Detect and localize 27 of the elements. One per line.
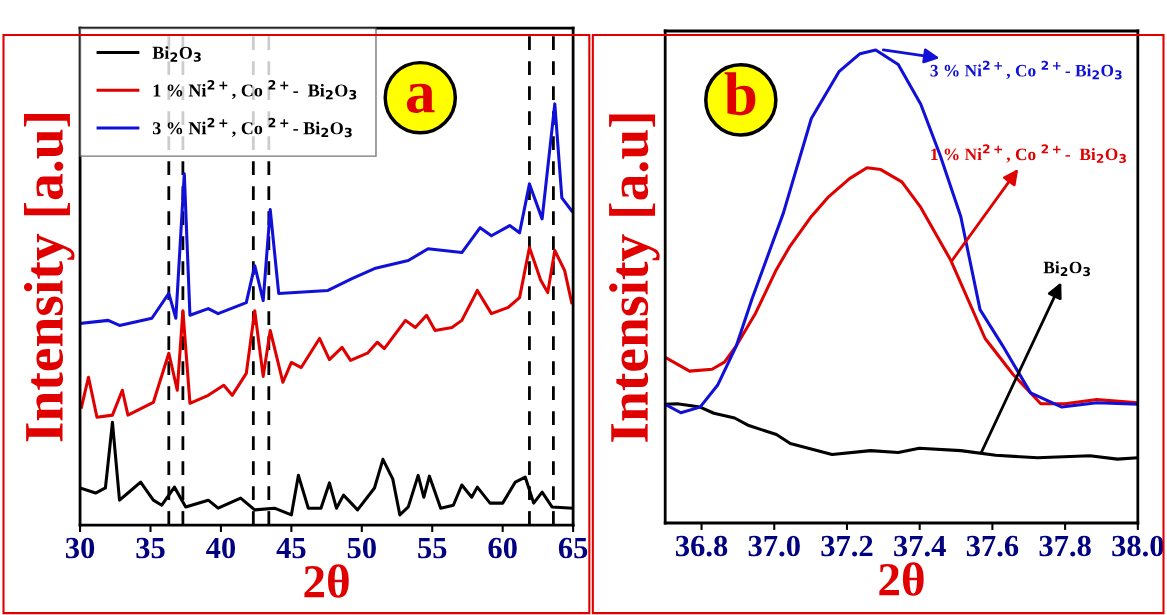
- x-tick-label: 50: [347, 537, 376, 559]
- x-tick-label: 60: [488, 537, 517, 559]
- annotation: 3 % Ni$^{2+}$, Co $^{2+}$- Bi$_{2}$O$_{3}$: [930, 60, 1122, 80]
- x-tick-label: 65: [558, 537, 588, 559]
- x-tick-label: 30: [65, 537, 95, 559]
- x-tick-label: 37.4: [894, 535, 946, 557]
- y-axis-title: Intensity [a.u]: [23, 114, 75, 442]
- x-tick-label: 38.0: [1112, 535, 1164, 557]
- x-tick-label: 36.8: [675, 535, 728, 557]
- annotation: 1 % Ni$^{2+}$, Co $^{2+}$- Bi$_{2}$O$_{3}$: [931, 144, 1126, 164]
- x-tick-label: 37.8: [1039, 535, 1091, 557]
- legend-label: Bi$_{2}$O$_{3}$: [152, 46, 201, 62]
- annotation: b: [724, 72, 756, 116]
- x-tick-label: 40: [206, 537, 236, 559]
- x-tick-label: 37.6: [966, 535, 1019, 557]
- x-tick-label: 45: [276, 537, 306, 559]
- x-axis-title: 2θ: [304, 564, 349, 598]
- annotation: Bi$_{2}$O$_{3}$: [1043, 261, 1090, 277]
- legend-label: 3 % Ni$^{2+}$, Co $^{2+}$- Bi$_{2}$O$_{3}$: [152, 117, 352, 138]
- x-tick-label: 37.0: [748, 535, 800, 557]
- x-tick-label: 37.2: [821, 535, 873, 557]
- legend-label: 1 % Ni$^{2+}$, Co $^{2+}$- Bi$_{2}$O$_{3}$: [153, 80, 357, 100]
- y-axis-title: Intensity [a.u]: [609, 114, 660, 442]
- x-tick-label: 35: [136, 537, 165, 559]
- x-axis-title: 2θ: [879, 562, 924, 596]
- annotation: a: [406, 83, 435, 113]
- x-tick-label: 55: [418, 538, 447, 559]
